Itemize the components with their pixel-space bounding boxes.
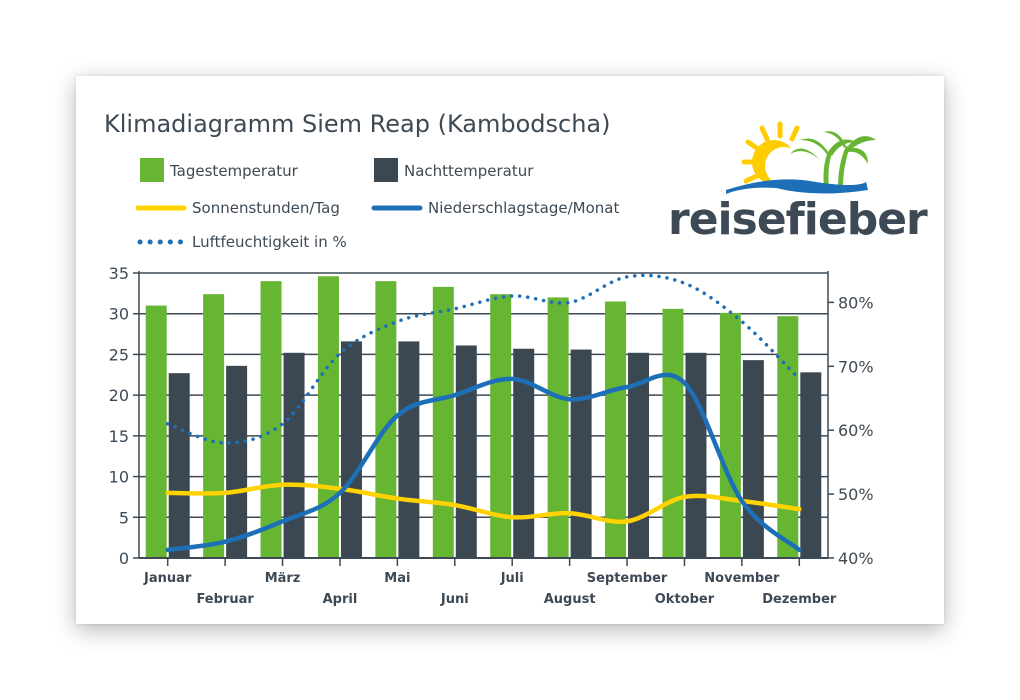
legend-label-sonnenstunden: Sonnenstunden/Tag: [192, 199, 340, 217]
legend-label-niederschlagstage: Niederschlagstage/Monat: [428, 199, 619, 217]
bar-nachttemperatur-juni: [455, 345, 477, 558]
left-tick-label-15: 15: [109, 427, 129, 446]
chart-card: Klimadiagramm Siem Reap (Kambodscha) Tag…: [76, 76, 944, 624]
bar-tagestemperatur-september: [605, 301, 627, 558]
month-label-november: November: [704, 571, 780, 586]
bar-nachttemperatur-märz: [283, 352, 305, 558]
left-tick-label-5: 5: [119, 508, 129, 527]
left-tick-label-10: 10: [109, 468, 129, 487]
lines: [165, 273, 802, 553]
line-luftfeuchtigkeit: [165, 273, 802, 445]
left-tick-label-0: 0: [119, 549, 129, 568]
legend-swatch-tagestemperatur: [140, 158, 164, 182]
bar-tagestemperatur-august: [547, 297, 569, 558]
palm-tree-icon: [790, 131, 876, 188]
bar-nachttemperatur-april: [340, 341, 362, 558]
bar-nachttemperatur-september: [628, 352, 650, 558]
month-label-juni: Juni: [440, 592, 469, 607]
bar-nachttemperatur-mai: [398, 341, 420, 558]
bar-tagestemperatur-juni: [432, 286, 454, 558]
bar-tagestemperatur-januar: [145, 305, 167, 558]
legend-swatch-nachttemperatur: [374, 158, 398, 182]
bar-tagestemperatur-mai: [375, 281, 397, 558]
bar-nachttemperatur-november: [742, 360, 764, 558]
legend-label-nachttemperatur: Nachttemperatur: [404, 162, 534, 180]
bars: [145, 276, 822, 558]
bar-tagestemperatur-oktober: [662, 308, 684, 558]
line-sonnenstunden: [165, 482, 802, 525]
right-tick-label-40: 40%: [838, 549, 874, 568]
legend-label-luftfeuchtigkeit: Luftfeuchtigkeit in %: [192, 233, 347, 251]
month-label-januar: Januar: [143, 571, 192, 586]
right-tick-label-70: 70%: [838, 357, 874, 376]
left-tick-label-30: 30: [109, 305, 129, 324]
right-tick-label-80: 80%: [838, 293, 874, 312]
logo-wordmark: reisefieber: [668, 194, 928, 245]
right-tick-label-50: 50%: [838, 485, 874, 504]
bar-tagestemperatur-april: [317, 276, 339, 558]
left-tick-label-20: 20: [109, 386, 129, 405]
axes: [138, 271, 829, 566]
bar-nachttemperatur-januar: [168, 373, 190, 558]
month-label-februar: Februar: [196, 592, 254, 607]
bar-tagestemperatur-juli: [490, 294, 512, 558]
month-label-september: September: [587, 571, 668, 586]
bar-nachttemperatur-august: [570, 349, 592, 558]
bar-nachttemperatur-oktober: [685, 352, 707, 558]
left-tick-label-25: 25: [109, 345, 129, 364]
bar-tagestemperatur-märz: [260, 281, 282, 558]
right-axis-ticks: 40% 50% 60% 70% 80%: [828, 293, 874, 568]
right-tick-label-60: 60%: [838, 421, 874, 440]
bar-nachttemperatur-februar: [226, 365, 248, 558]
chart-title: Klimadiagramm Siem Reap (Kambodscha): [104, 110, 610, 138]
bar-nachttemperatur-dezember: [800, 372, 822, 558]
left-axis-ticks: 0 5 10 15 20 25 30 35: [109, 264, 139, 568]
legend: Tagestemperatur Nachttemperatur Sonnenst…: [135, 158, 619, 251]
month-label-august: August: [544, 592, 596, 607]
sun-icon: [741, 121, 803, 185]
legend-label-tagestemperatur: Tagestemperatur: [169, 162, 299, 180]
month-label-märz: März: [265, 571, 301, 586]
reisefieber-logo: reisefieber: [668, 121, 929, 245]
wave-icon: [726, 179, 868, 194]
climate-chart: Klimadiagramm Siem Reap (Kambodscha) Tag…: [104, 110, 929, 607]
bar-tagestemperatur-februar: [203, 294, 225, 558]
line-niederschlagstage: [165, 372, 802, 553]
month-label-april: April: [323, 592, 358, 607]
month-label-juli: Juli: [500, 571, 524, 586]
left-tick-label-35: 35: [109, 264, 129, 283]
bar-nachttemperatur-juli: [513, 348, 535, 558]
month-label-mai: Mai: [384, 571, 410, 586]
month-label-oktober: Oktober: [655, 592, 715, 607]
month-labels: Januar Februar März April Mai Juni Juli August S…: [143, 571, 837, 607]
bar-tagestemperatur-dezember: [777, 316, 799, 558]
month-label-dezember: Dezember: [762, 592, 837, 607]
bar-tagestemperatur-november: [719, 312, 741, 558]
